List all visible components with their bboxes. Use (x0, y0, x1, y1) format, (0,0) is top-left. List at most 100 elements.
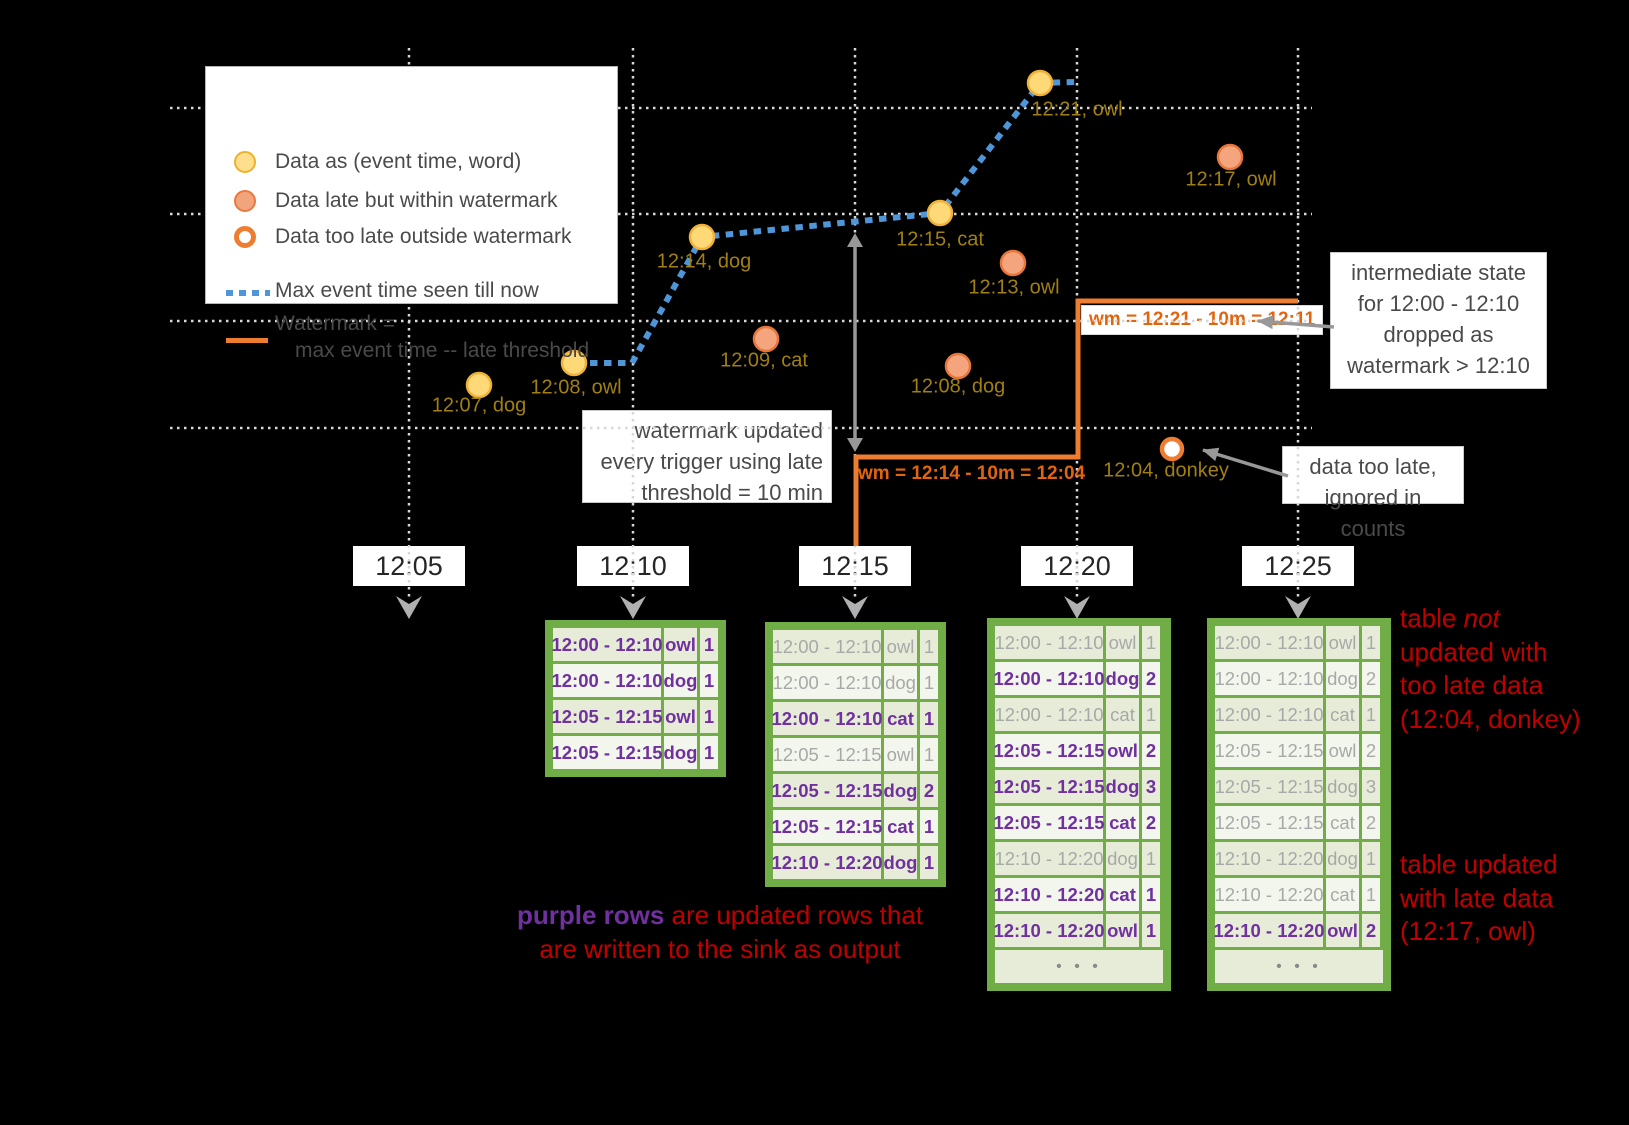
table-cell: 12:05 - 12:15 (1214, 806, 1324, 839)
data-too-late-note: data too late, ignored in counts (1282, 446, 1464, 541)
ellipsis-cell: • • • (995, 950, 1163, 983)
table-cell: 1 (1142, 626, 1160, 659)
table-cell: 12:00 - 12:10 (772, 666, 882, 699)
table-cell: cat (884, 810, 917, 843)
table-cell: 12:10 - 12:20 (1213, 914, 1325, 947)
table-cell: owl (1106, 734, 1139, 767)
table-cell: 3 (1362, 770, 1380, 803)
table-row: 12:00 - 12:10 owl 1 (1214, 626, 1383, 659)
table-row: 12:05 - 12:15 owl 1 (551, 700, 718, 733)
table-row: 12:00 - 12:10 dog 2 (993, 662, 1163, 695)
table-cell: 12:10 - 12:20 (994, 842, 1104, 875)
legend-item-watermark: Watermark = max event time -- late thres… (206, 312, 617, 368)
note-line: every trigger using late (600, 449, 823, 474)
table-cell: cat (1326, 806, 1359, 839)
table-cell: dog (884, 666, 917, 699)
trigger-arrowhead-icon (620, 596, 646, 619)
arrow-down-icon (847, 438, 863, 452)
table-row: 12:10 - 12:20 dog 1 (994, 842, 1163, 875)
intermediate-state-note: intermediate state for 12:00 - 12:10 dropp… (1330, 252, 1547, 389)
table-cell: 12:05 - 12:15 (551, 700, 663, 733)
table-cell: 12:00 - 12:10 (994, 698, 1104, 731)
note-line: watermark updated (634, 418, 823, 443)
table-row: 12:05 - 12:15 owl 2 (1214, 734, 1383, 767)
table-cell: dog (1106, 770, 1139, 803)
trigger-arrowhead-icon (396, 596, 422, 619)
trigger-time-label: 12:05 (353, 546, 465, 586)
late-dot-icon (234, 190, 256, 212)
table-row-ellipsis: • • • (1215, 950, 1383, 983)
data-point-label: 12:21, owl (1031, 98, 1122, 120)
note-purple-rows: purple rows are updated rows that are wr… (516, 900, 924, 964)
legend-item-late: Data late but within watermark (206, 189, 617, 217)
data-point-label: 12:08, owl (530, 376, 621, 398)
table-row: 12:05 - 12:15 cat 2 (1214, 806, 1383, 839)
table-cell: 12:10 - 12:20 (993, 878, 1105, 911)
legend-label: Data too late outside watermark (275, 225, 572, 248)
table-row: 12:05 - 12:15 dog 1 (551, 736, 718, 769)
ellipsis-cell: • • • (1215, 950, 1383, 983)
table-row: 12:10 - 12:20 dog 1 (1214, 842, 1383, 875)
table-cell: 1 (1142, 878, 1160, 911)
table-cell: 1 (920, 702, 938, 735)
data-point-label: 12:09, cat (720, 349, 808, 371)
table-cell: 3 (1142, 770, 1160, 803)
note-line: dropped as (1383, 322, 1494, 347)
table-cell: 12:05 - 12:15 (771, 810, 883, 843)
table-cell: dog (1326, 662, 1359, 695)
note-line: (12:04, donkey) (1400, 703, 1581, 734)
blue-dashed-line-icon (226, 290, 270, 296)
table-row: 12:10 - 12:20 cat 1 (1214, 878, 1383, 911)
table-row: 12:00 - 12:10 dog 1 (551, 664, 718, 697)
table-cell: owl (1106, 914, 1139, 947)
table-cell: 1 (700, 700, 718, 733)
table-cell: 12:05 - 12:15 (1214, 734, 1324, 767)
table-cell: cat (1326, 698, 1359, 731)
data-point-label: 12:04, donkey (1103, 459, 1229, 481)
table-cell: 2 (920, 774, 938, 807)
table-row: 12:00 - 12:10 cat 1 (1214, 698, 1383, 731)
table-cell: owl (1326, 734, 1359, 767)
table-row: 12:10 - 12:20 owl 1 (993, 914, 1163, 947)
data-point-label: 12:08, dog (911, 375, 1006, 397)
watermark-updated-note: watermark updated every trigger using lat… (582, 410, 832, 505)
data-point-ontime (465, 371, 493, 399)
table-row: 12:00 - 12:10 cat 1 (994, 698, 1163, 731)
table-row: 12:05 - 12:15 dog 3 (1214, 770, 1383, 803)
result-table-12:15: 12:00 - 12:10 owl 1 12:00 - 12:10 dog 1 12:00 … (765, 622, 946, 887)
trigger-time-label: 12:10 (577, 546, 689, 586)
data-point-late (944, 352, 972, 380)
table-cell: dog (1106, 842, 1139, 875)
table-cell: 1 (920, 846, 938, 879)
table-cell: cat (1106, 878, 1139, 911)
result-table-12:10: 12:00 - 12:10 owl 1 12:00 - 12:10 dog 1 12:05 … (545, 620, 726, 777)
table-cell: 12:00 - 12:10 (771, 702, 883, 735)
table-row: 12:05 - 12:15 cat 1 (771, 810, 938, 843)
trigger-arrowhead-icon (1064, 596, 1090, 619)
note-line: threshold = 10 min (641, 480, 823, 505)
note-table-updated-late: table updated with late data (12:17, owl) (1400, 848, 1558, 949)
table-row: 12:10 - 12:20 owl 2 (1213, 914, 1383, 947)
data-point-toolate (1159, 436, 1185, 462)
table-cell: 12:10 - 12:20 (993, 914, 1105, 947)
data-point-label: 12:14, dog (657, 250, 752, 272)
table-cell: cat (884, 702, 917, 735)
note-line: ignored in counts (1324, 485, 1422, 541)
table-cell: 2 (1362, 806, 1380, 839)
table-cell: owl (1326, 626, 1359, 659)
arrow-up-icon (847, 233, 863, 247)
table-row: 12:00 - 12:10 cat 1 (771, 702, 938, 735)
note-line: too late data (1400, 670, 1544, 700)
watermark-value-label: wm = 12:14 - 10m = 12:04 (858, 463, 1086, 484)
table-cell: 1 (1142, 698, 1160, 731)
note-line: updated with (1400, 636, 1548, 667)
table-cell: dog (664, 736, 697, 769)
result-table-12:20: 12:00 - 12:10 owl 1 12:00 - 12:10 dog 2 12:00 … (987, 618, 1171, 991)
table-cell: 12:05 - 12:15 (1214, 770, 1324, 803)
table-cell: 1 (920, 630, 938, 663)
table-cell: 12:00 - 12:10 (1214, 662, 1324, 695)
data-point-label: 12:15, cat (896, 228, 984, 250)
table-cell: owl (884, 738, 917, 771)
table-cell: 2 (1362, 662, 1380, 695)
table-cell: 1 (1362, 626, 1380, 659)
